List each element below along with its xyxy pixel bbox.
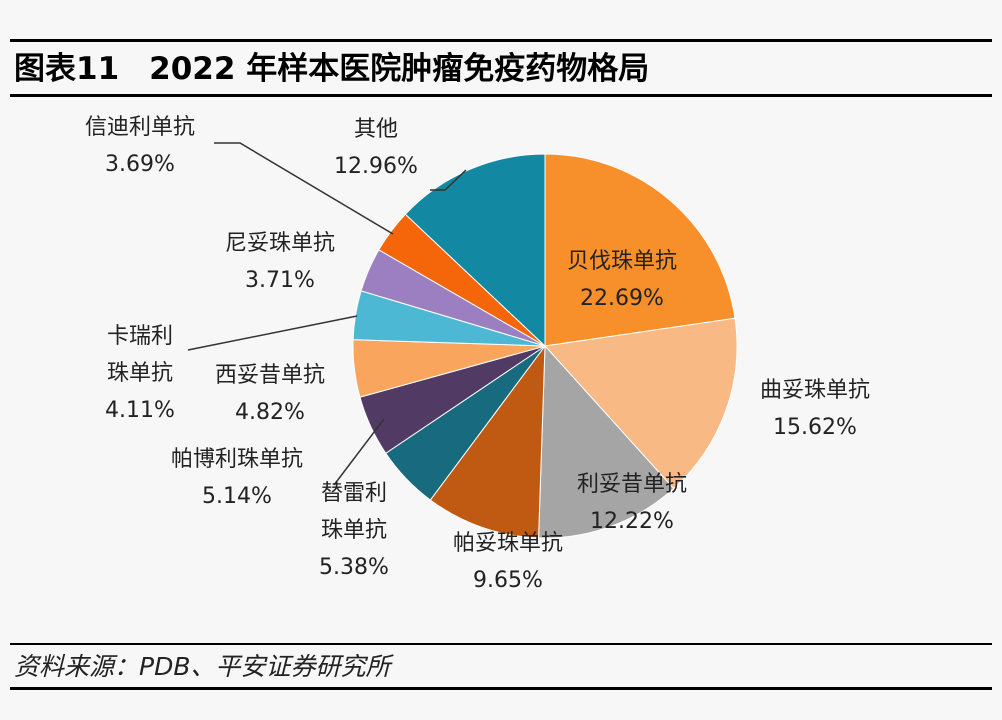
pie-slice-2 <box>544 317 738 490</box>
data-labels: 贝伐珠单抗 22.69% 曲妥珠单抗 15.62% 利妥昔单抗 12.22% 帕妥珠单抗 9.… <box>85 115 870 593</box>
slice-name: 珠单抗 <box>321 518 387 543</box>
slice-label-10: 信迪利单抗 3.69% <box>85 115 195 177</box>
slice-name: 替雷利 <box>321 481 387 506</box>
pie-chart: 贝伐珠单抗 22.69% 曲妥珠单抗 15.62% 利妥昔单抗 12.22% 帕妥珠单抗 9.… <box>85 115 870 593</box>
slice-name: 信迪利单抗 <box>85 115 195 140</box>
pie-slices <box>352 153 738 539</box>
slice-label-2: 曲妥珠单抗 15.62% <box>760 378 870 440</box>
figure-number: 图表11 <box>14 51 120 87</box>
slice-name: 其他 <box>354 117 398 142</box>
slice-label-5: 替雷利珠单抗 5.38% <box>319 481 389 580</box>
slice-name: 利妥昔单抗 <box>577 472 687 497</box>
pie-slice-3 <box>538 344 675 539</box>
slice-percent: 12.22% <box>590 509 674 534</box>
slice-percent: 15.62% <box>773 415 857 440</box>
leader-line-8 <box>187 315 358 351</box>
bottom-rule <box>10 687 992 690</box>
slice-percent: 22.69% <box>580 286 664 311</box>
slice-label-7: 西妥昔单抗 4.82% <box>215 363 325 425</box>
slice-label-9: 尼妥珠单抗 3.71% <box>225 231 335 293</box>
top-rule <box>10 39 992 42</box>
leader-line-11 <box>430 169 467 191</box>
slice-name: 西妥昔单抗 <box>215 363 325 388</box>
slice-percent: 3.71% <box>245 268 315 293</box>
slice-percent: 12.96% <box>334 154 418 179</box>
figure-title-text: 2022 年样本医院肿瘤免疫药物格局 <box>149 51 650 87</box>
slice-name: 曲妥珠单抗 <box>760 378 870 403</box>
slice-label-11: 其他 12.96% <box>334 117 418 179</box>
slice-percent: 5.14% <box>202 484 272 509</box>
slice-percent: 9.65% <box>473 568 543 593</box>
slice-percent: 3.69% <box>105 152 175 177</box>
slice-name: 帕妥珠单抗 <box>453 531 563 556</box>
slice-name: 帕博利珠单抗 <box>171 447 303 472</box>
slice-label-1: 贝伐珠单抗 22.69% <box>567 249 677 311</box>
slice-label-3: 利妥昔单抗 12.22% <box>577 472 687 534</box>
figure-title: 图表11 2022 年样本医院肿瘤免疫药物格局 <box>14 47 649 91</box>
leader-line-10 <box>214 142 394 235</box>
pie-slice-4 <box>429 344 546 539</box>
title-underline <box>10 94 992 97</box>
leader-line-5 <box>333 418 385 486</box>
slice-percent: 5.38% <box>319 555 389 580</box>
slice-name: 尼妥珠单抗 <box>225 231 335 256</box>
pie-slice-1 <box>544 153 736 347</box>
source-note: 资料来源：PDB、平安证券研究所 <box>14 652 391 681</box>
slice-label-4: 帕妥珠单抗 9.65% <box>453 531 563 593</box>
slice-label-6: 帕博利珠单抗 5.14% <box>171 447 303 509</box>
slice-percent: 4.11% <box>105 398 175 423</box>
leader-lines <box>187 142 467 486</box>
source-top-rule <box>10 643 992 645</box>
pie-slice-11 <box>404 153 546 348</box>
slice-name: 贝伐珠单抗 <box>567 249 677 274</box>
slice-label-8: 卡瑞利珠单抗 4.11% <box>105 324 175 423</box>
slice-percent: 4.82% <box>235 400 305 425</box>
slice-name: 珠单抗 <box>107 361 173 386</box>
slice-name: 卡瑞利 <box>107 324 173 349</box>
